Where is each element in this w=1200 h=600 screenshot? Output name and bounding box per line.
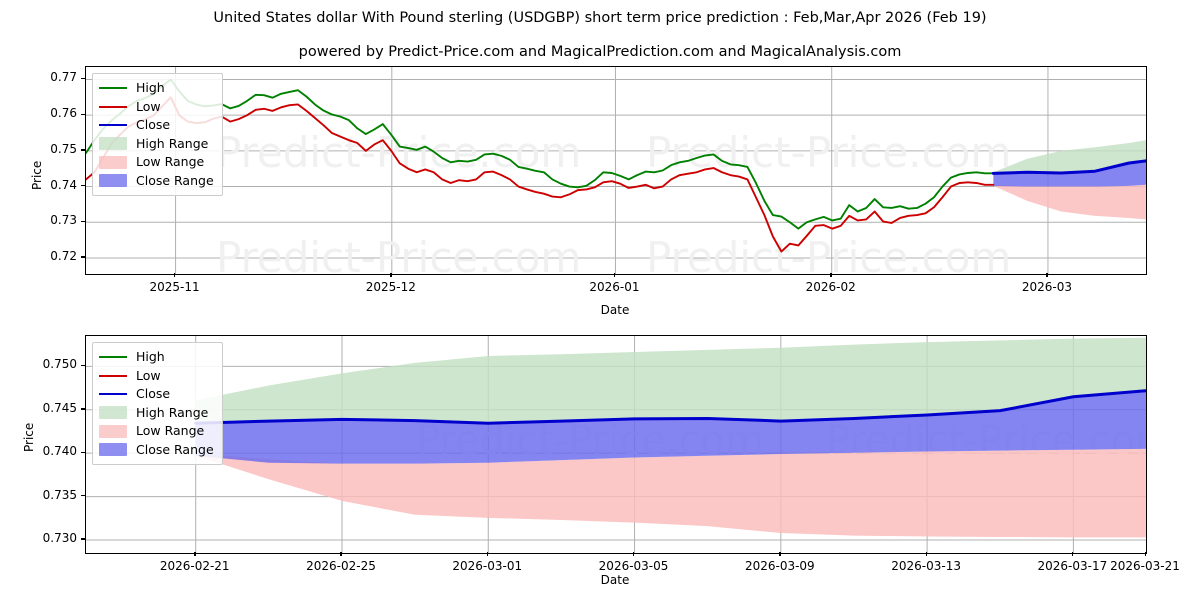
top-legend: High Low Close High Range Low Range Close Ran… xyxy=(92,73,223,196)
chart-subtitle: powered by Predict-Price.com and Magical… xyxy=(298,44,902,60)
bottom-legend: High Low Close High Range Low Range Close Ran… xyxy=(92,342,223,465)
top-x-axis-label: Date xyxy=(600,303,630,317)
top-x-tick-mark xyxy=(174,273,176,277)
bottom-x-axis-label: Date xyxy=(600,573,630,587)
top-y-tick-label: 0.76 xyxy=(50,106,77,121)
bottom-legend-label: High xyxy=(136,349,165,364)
bottom-x-tick-mark xyxy=(1144,552,1146,556)
legend-swatch-high-icon xyxy=(99,351,127,364)
top-y-tick-label: 0.74 xyxy=(50,177,77,192)
top-x-tick-label: 2025-11 xyxy=(149,280,200,294)
top-y-tick-mark xyxy=(81,220,85,223)
legend-swatch-close-range-icon xyxy=(99,443,127,457)
bottom-y-tick-mark xyxy=(81,538,85,540)
top-y-tick-label: 0.77 xyxy=(50,70,77,85)
bottom-panel: Price Predict-Price.comPredict-Price.com… xyxy=(0,320,1200,600)
bottom-legend-item: Low Range xyxy=(99,422,214,441)
top-legend-label: Close Range xyxy=(136,172,214,188)
top-x-tick-mark xyxy=(390,273,392,277)
top-legend-item: Close Range xyxy=(99,172,214,191)
bottom-x-tick-mark xyxy=(779,552,781,556)
svg-text:Predict-Price.com: Predict-Price.com xyxy=(216,128,581,177)
bottom-x-tick-label: 2026-02-25 xyxy=(306,559,376,573)
bottom-legend-label: Close Range xyxy=(136,441,214,457)
top-legend-item: Close xyxy=(99,116,214,135)
top-y-tick-mark xyxy=(81,113,85,115)
legend-swatch-close-icon xyxy=(99,388,127,401)
bottom-x-tick-label: 2026-03-05 xyxy=(598,559,669,573)
top-x-tick-mark xyxy=(1046,273,1048,277)
bottom-legend-item: High xyxy=(99,348,214,367)
top-x-tick-label: 2025-12 xyxy=(365,280,416,294)
bottom-y-tick-mark xyxy=(81,364,85,367)
bottom-y-tick-label: 0.735 xyxy=(42,487,77,502)
legend-swatch-close-icon xyxy=(99,119,127,132)
legend-swatch-high-icon xyxy=(99,82,127,95)
svg-text:Predict-Price.com: Predict-Price.com xyxy=(646,128,1011,177)
legend-swatch-high-range-icon xyxy=(99,406,127,420)
bottom-x-tick-mark xyxy=(1071,552,1074,556)
bottom-x-tick-label: 2026-03-17 xyxy=(1037,559,1108,573)
top-x-tick-label: 2026-03 xyxy=(1021,280,1072,294)
top-x-tick-label: 2026-02 xyxy=(805,280,856,294)
top-legend-label: Close xyxy=(136,117,171,132)
legend-swatch-low-icon xyxy=(99,369,127,382)
top-legend-label: Low xyxy=(136,98,161,114)
svg-text:Predict-Price.com: Predict-Price.com xyxy=(646,233,1011,274)
top-legend-label: Low Range xyxy=(136,154,205,169)
bottom-y-tick-mark xyxy=(81,408,85,410)
top-y-tick-mark xyxy=(81,77,85,80)
top-legend-item: Low xyxy=(99,98,214,117)
top-legend-label: High Range xyxy=(136,135,209,151)
bottom-legend-label: Low xyxy=(136,367,161,383)
top-y-tick-mark xyxy=(81,185,85,187)
bottom-x-tick-mark xyxy=(633,552,635,556)
bottom-x-tick-label: 2026-03-01 xyxy=(452,559,523,573)
top-y-tick-label: 0.73 xyxy=(50,213,77,228)
bottom-y-tick-label: 0.740 xyxy=(42,444,77,459)
top-legend-item: Low Range xyxy=(99,153,214,172)
chart-title: United States dollar With Pound sterling… xyxy=(213,10,987,26)
bottom-x-tick-label: 2026-03-09 xyxy=(744,559,815,573)
top-x-tick-mark xyxy=(613,273,616,277)
bottom-x-tick-label: 2026-03-13 xyxy=(891,559,961,573)
legend-swatch-low-range-icon xyxy=(99,155,127,169)
top-panel: Price Predict-Price.com Predict-Price.com… xyxy=(30,66,1147,317)
bottom-legend-item: High Range xyxy=(99,404,214,423)
top-x-tick-mark xyxy=(830,273,832,277)
legend-swatch-low-range-icon xyxy=(99,424,127,438)
legend-swatch-close-range-icon xyxy=(99,174,127,188)
top-y-tick-label: 0.75 xyxy=(50,141,77,156)
svg-text:Predict-Price.com: Predict-Price.com xyxy=(216,233,581,274)
top-legend-label: High xyxy=(136,80,165,95)
bottom-x-tick-mark xyxy=(194,552,196,556)
top-x-tick-label: 2026-01 xyxy=(589,280,640,294)
bottom-legend-item: Close xyxy=(99,385,214,404)
top-y-tick-label: 0.72 xyxy=(50,248,77,263)
bottom-legend-label: Low Range xyxy=(136,423,205,438)
bottom-y-tick-label: 0.750 xyxy=(42,357,77,372)
legend-swatch-high-range-icon xyxy=(99,137,127,151)
bottom-legend-label: High Range xyxy=(136,404,209,420)
bottom-x-tick-mark xyxy=(925,552,927,556)
bottom-x-tick-mark xyxy=(486,552,489,556)
bottom-y-tick-mark xyxy=(81,451,85,453)
bottom-x-tick-mark xyxy=(340,552,342,556)
top-y-tick-mark xyxy=(81,149,85,151)
top-legend-item: High Range xyxy=(99,135,214,154)
top-plot-area: Predict-Price.com Predict-Price.com Predic… xyxy=(85,66,1147,275)
bottom-x-tick-label: 2026-02-21 xyxy=(159,559,230,573)
legend-swatch-low-icon xyxy=(99,100,127,113)
bottom-x-tick-label: 2026-03-21 xyxy=(1110,559,1180,573)
bottom-legend-label: Close xyxy=(136,386,171,401)
bottom-legend-item: Close Range xyxy=(99,441,214,460)
bottom-y-tick-mark xyxy=(81,495,85,497)
bottom-y-tick-label: 0.730 xyxy=(42,530,77,545)
bottom-legend-item: Low xyxy=(99,367,214,386)
bottom-y-tick-label: 0.745 xyxy=(42,400,77,415)
top-legend-item: High xyxy=(99,79,214,98)
top-y-tick-mark xyxy=(81,256,85,258)
